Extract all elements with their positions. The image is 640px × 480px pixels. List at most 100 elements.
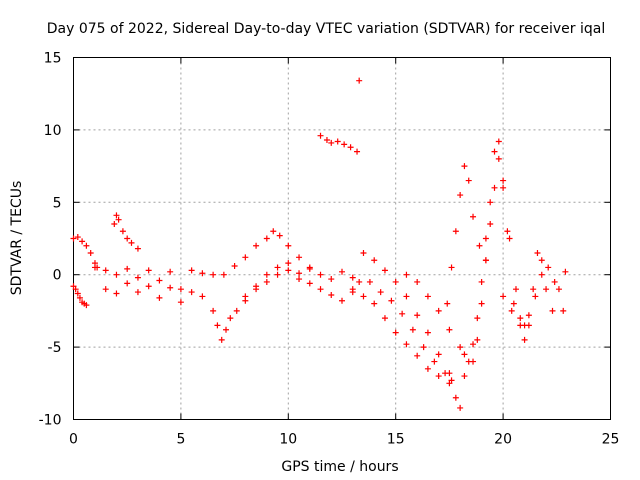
data-point [424, 365, 431, 372]
x-tick-label: 15 [387, 432, 405, 448]
plot-frame [73, 57, 611, 420]
data-point [87, 249, 94, 256]
data-point [500, 184, 507, 191]
data-point [296, 270, 303, 277]
data-point [532, 293, 539, 300]
data-point [403, 341, 410, 348]
data-point [317, 286, 324, 293]
data-point [525, 312, 532, 319]
y-tick-label: 10 [44, 123, 62, 139]
data-point [306, 265, 313, 272]
data-point [177, 299, 184, 306]
data-point [167, 284, 174, 291]
data-point [341, 141, 348, 148]
data-point [495, 138, 502, 145]
data-point [113, 212, 120, 219]
data-point [420, 344, 427, 351]
data-point [349, 274, 356, 281]
data-point [457, 344, 464, 351]
data-point [403, 271, 410, 278]
data-point [525, 322, 532, 329]
data-point [461, 351, 468, 358]
data-point [328, 276, 335, 283]
data-point [424, 329, 431, 336]
data-point [476, 242, 483, 249]
data-point [424, 293, 431, 300]
data-point [210, 271, 217, 278]
y-tick-label: 5 [53, 195, 62, 211]
data-point [223, 326, 230, 333]
data-point [431, 358, 438, 365]
data-point [270, 228, 277, 235]
data-point [177, 286, 184, 293]
data-point [538, 271, 545, 278]
data-point [534, 249, 541, 256]
x-tick-label: 25 [602, 432, 620, 448]
data-point [371, 257, 378, 264]
data-point [435, 307, 442, 314]
data-point [188, 267, 195, 274]
data-point [491, 184, 498, 191]
data-point [214, 322, 221, 329]
data-point [448, 264, 455, 271]
data-point [360, 293, 367, 300]
series-afternoon-1 [360, 249, 464, 411]
data-point [339, 268, 345, 275]
series-afternoon-3 [349, 286, 453, 387]
data-point [512, 286, 519, 293]
data-point [124, 280, 131, 287]
x-tick-label: 20 [494, 432, 512, 448]
series-rise-2 [461, 138, 511, 380]
data-point [253, 242, 260, 249]
data-point [306, 280, 313, 287]
data-point [521, 336, 528, 343]
data-point [347, 144, 354, 151]
data-point [549, 307, 556, 314]
data-point [470, 358, 477, 365]
x-tick-label: 5 [176, 432, 185, 448]
data-point [543, 286, 550, 293]
data-point [263, 278, 270, 285]
series-rise-3 [470, 155, 528, 365]
data-point [253, 283, 260, 290]
data-point [392, 278, 399, 285]
data-point [128, 239, 135, 246]
data-point [83, 302, 90, 309]
series-late-oscillation [510, 249, 569, 343]
data-point [495, 155, 502, 162]
data-point [491, 148, 498, 155]
data-point [72, 286, 79, 293]
data-point [91, 264, 98, 271]
y-tick-label: 15 [44, 51, 62, 67]
data-point [134, 274, 141, 281]
data-point [500, 293, 507, 300]
data-point [124, 265, 131, 272]
data-point [83, 242, 90, 249]
series-morning-low [102, 280, 206, 306]
data-point [510, 300, 517, 307]
y-tick-label: -10 [39, 413, 62, 429]
series-mid-low [296, 276, 356, 304]
data-point [371, 300, 378, 307]
series-early-upper [70, 234, 101, 271]
data-point [409, 326, 416, 333]
data-point [263, 235, 270, 242]
y-tick-label: -5 [48, 340, 62, 356]
series-dip-7h [210, 260, 292, 343]
data-point [134, 245, 141, 252]
data-point [102, 267, 109, 274]
data-point [119, 228, 126, 235]
data-point [414, 312, 421, 319]
data-point [79, 238, 86, 245]
data-point [470, 341, 477, 348]
data-point [487, 199, 494, 206]
data-point [478, 278, 485, 285]
data-point [435, 351, 442, 358]
data-point [102, 286, 109, 293]
data-point [167, 268, 174, 275]
data-point [242, 254, 249, 261]
data-point [457, 192, 464, 199]
data-point [70, 235, 77, 242]
x-tick-label: 0 [69, 432, 78, 448]
data-point [482, 257, 489, 264]
